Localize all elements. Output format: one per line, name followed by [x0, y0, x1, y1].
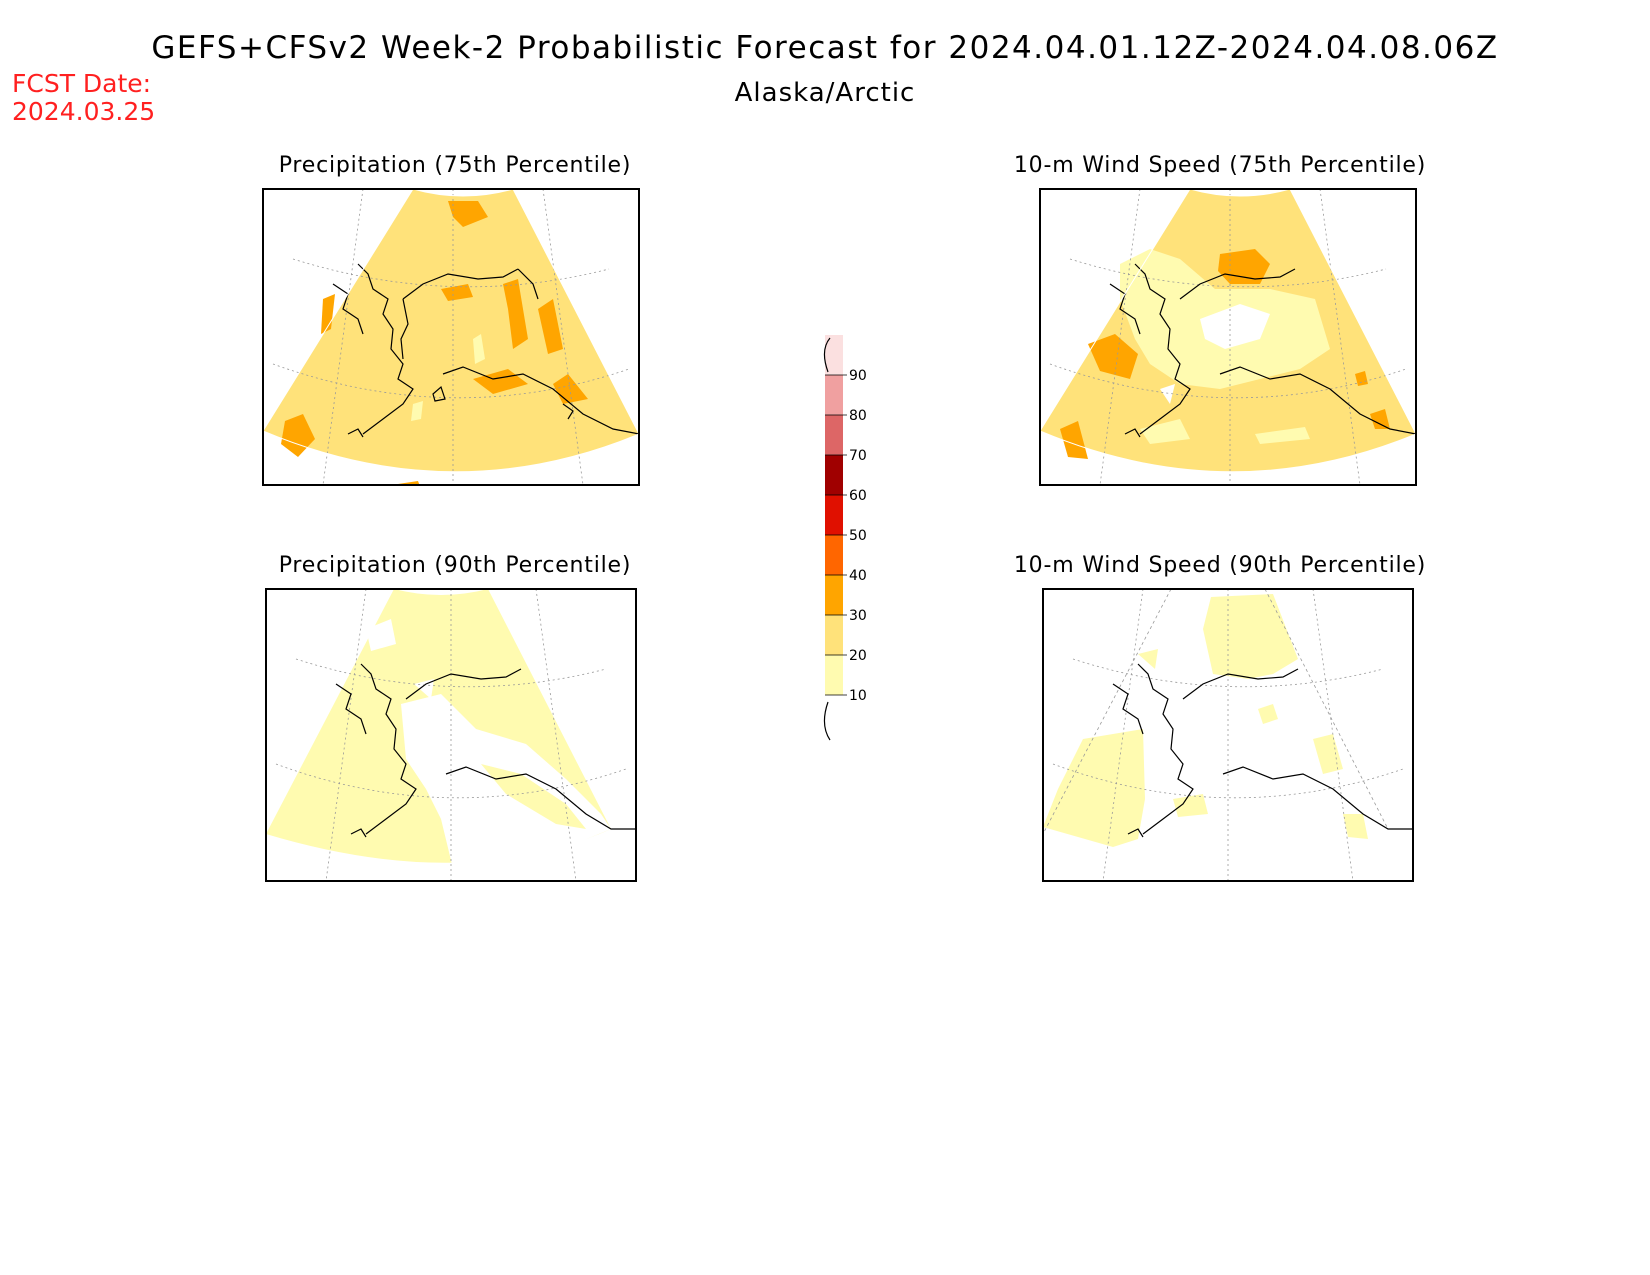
- prob-10-area: [1258, 704, 1278, 724]
- panel-title-wind90: 10-m Wind Speed (90th Percentile): [1013, 553, 1427, 578]
- map-wind90: [1042, 588, 1414, 882]
- prob-30-area: [441, 284, 473, 301]
- prob-10-area: [473, 334, 485, 364]
- colorbar-tick-label: 70: [849, 448, 867, 464]
- graticule: [275, 589, 627, 881]
- map-frame: [265, 588, 637, 882]
- colorbar-swatch: [825, 575, 843, 615]
- colorbar-tick-label: 30: [849, 608, 867, 624]
- map-domain-fill: [263, 189, 639, 472]
- colorbar-tick-label: 80: [849, 408, 867, 424]
- colorbar-tick-label: 60: [849, 488, 867, 504]
- panel-title-precip75: Precipitation (75th Percentile): [278, 153, 632, 178]
- colorbar-tick-label: 50: [849, 528, 867, 544]
- no-prob-area: [1160, 384, 1175, 404]
- fcst-date-value: 2024.03.25: [12, 97, 156, 126]
- map-frame: [1039, 188, 1417, 486]
- no-prob-area: [414, 679, 434, 699]
- colorbar: 10 20 30 40 50 60 70 80 90: [823, 335, 867, 741]
- map-precip75: [262, 188, 640, 486]
- colorbar-tick-label: 40: [849, 568, 867, 584]
- panel-title-wind75: 10-m Wind Speed (75th Percentile): [1013, 153, 1427, 178]
- colorbar-swatch: [825, 495, 843, 535]
- colorbar-swatch: [825, 455, 843, 495]
- map-frame: [262, 188, 640, 486]
- prob-10-area: [1043, 729, 1145, 847]
- fcst-date: FCST Date: 2024.03.25: [12, 70, 155, 126]
- prob-10-area: [1343, 814, 1368, 839]
- colorbar-bottom-arc: [823, 701, 831, 741]
- prob-30-area: [1060, 421, 1088, 459]
- no-prob-area: [366, 619, 396, 651]
- colorbar-top-arc: [823, 337, 831, 373]
- graticule: [1049, 189, 1407, 485]
- colorbar-swatch: [825, 335, 843, 375]
- coastline: [1109, 263, 1416, 438]
- prob-30-area: [1370, 409, 1390, 429]
- map-precip90: [265, 588, 637, 882]
- prob-10-area: [411, 401, 423, 421]
- graticule: [1043, 589, 1404, 881]
- colorbar-tick-label: 20: [849, 648, 867, 664]
- prob-10-area: [1140, 419, 1190, 444]
- prob-30-area: [281, 414, 315, 457]
- prob-30-area: [538, 299, 563, 354]
- colorbar-swatch: [825, 415, 843, 455]
- no-prob-area: [1200, 304, 1270, 349]
- colorbar-tick-label: 10: [849, 688, 867, 704]
- prob-30-area: [1088, 334, 1138, 379]
- prob-10-area: [1173, 794, 1208, 817]
- graticule: [272, 189, 630, 485]
- fcst-date-label: FCST Date:: [12, 69, 152, 98]
- colorbar-swatch: [825, 535, 843, 575]
- coastline: [335, 663, 636, 838]
- main-title: GEFS+CFSv2 Week-2 Probabilistic Forecast…: [151, 30, 1499, 66]
- colorbar-swatch: [825, 615, 843, 655]
- colorbar-swatch: [825, 375, 843, 415]
- prob-10-area: [1255, 427, 1310, 444]
- map-wind75: [1039, 188, 1417, 486]
- prob-30-area: [448, 201, 488, 227]
- prob-30-area: [321, 294, 335, 334]
- map-frame: [1042, 588, 1414, 882]
- prob-10-area: [481, 764, 586, 829]
- prob-30-area: [1355, 371, 1368, 386]
- prob-30-area: [503, 279, 528, 349]
- colorbar-tick-label: 90: [849, 368, 867, 384]
- coastline: [1112, 663, 1413, 838]
- panel-title-precip90: Precipitation (90th Percentile): [278, 553, 632, 578]
- prob-10-area: [1138, 649, 1158, 669]
- prob-10-area: [1313, 734, 1343, 774]
- prob-10-area: [1203, 594, 1298, 679]
- subtitle: Alaska/Arctic: [734, 78, 916, 108]
- coastline: [332, 263, 639, 438]
- colorbar-swatch: [825, 655, 843, 695]
